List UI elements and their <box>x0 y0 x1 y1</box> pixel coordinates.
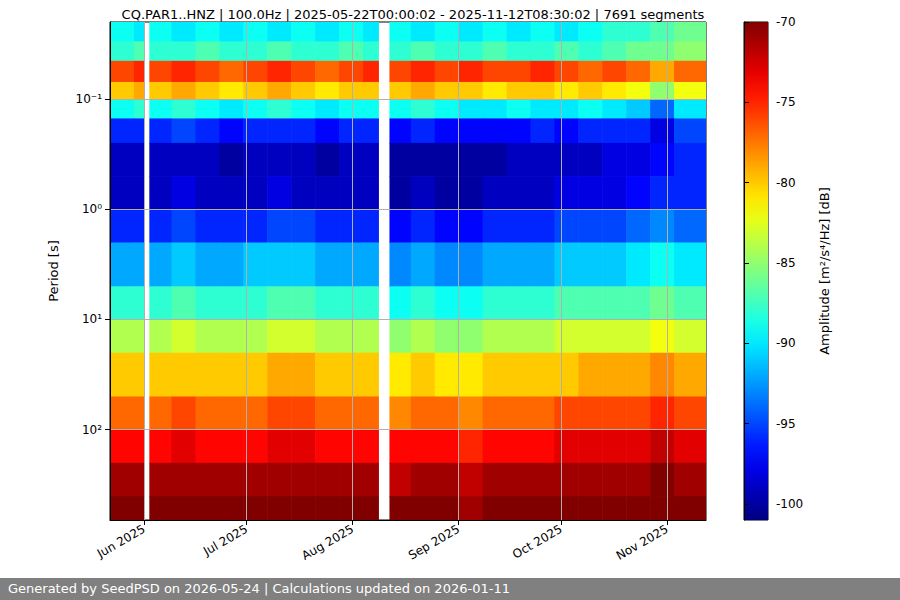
svg-text:-85: -85 <box>776 256 796 270</box>
svg-text:Jul 2025: Jul 2025 <box>200 522 250 559</box>
svg-text:10⁰: 10⁰ <box>82 202 102 216</box>
svg-text:-70: -70 <box>776 15 796 29</box>
svg-text:Period [s]: Period [s] <box>46 240 61 302</box>
svg-text:Oct 2025: Oct 2025 <box>510 522 565 562</box>
svg-text:Sep 2025: Sep 2025 <box>406 522 462 563</box>
svg-text:-90: -90 <box>776 336 796 350</box>
html-text:Generated by SeedPSD on 2026-0: Generated by SeedPSD on 2026-05-24 | Cal… <box>8 581 510 596</box>
svg-text:Amplitude [m²/s⁴/Hz] [dB]: Amplitude [m²/s⁴/Hz] [dB] <box>817 187 832 355</box>
svg-text:Jun 2025: Jun 2025 <box>94 522 148 561</box>
svg-text:CQ.PAR1..HNZ | 100.0Hz | 2025-: CQ.PAR1..HNZ | 100.0Hz | 2025-05-22T00:0… <box>122 7 705 22</box>
svg-text:Nov 2025: Nov 2025 <box>614 522 671 563</box>
svg-text:-100: -100 <box>776 497 803 511</box>
svg-text:10²: 10² <box>82 423 102 437</box>
svg-text:10⁻¹: 10⁻¹ <box>76 92 103 106</box>
svg-text:-75: -75 <box>776 95 796 109</box>
svg-text:Aug 2025: Aug 2025 <box>299 522 356 563</box>
svg-text:10¹: 10¹ <box>82 312 102 326</box>
svg-text:-80: -80 <box>776 176 796 190</box>
svg-text:-95: -95 <box>776 417 796 431</box>
